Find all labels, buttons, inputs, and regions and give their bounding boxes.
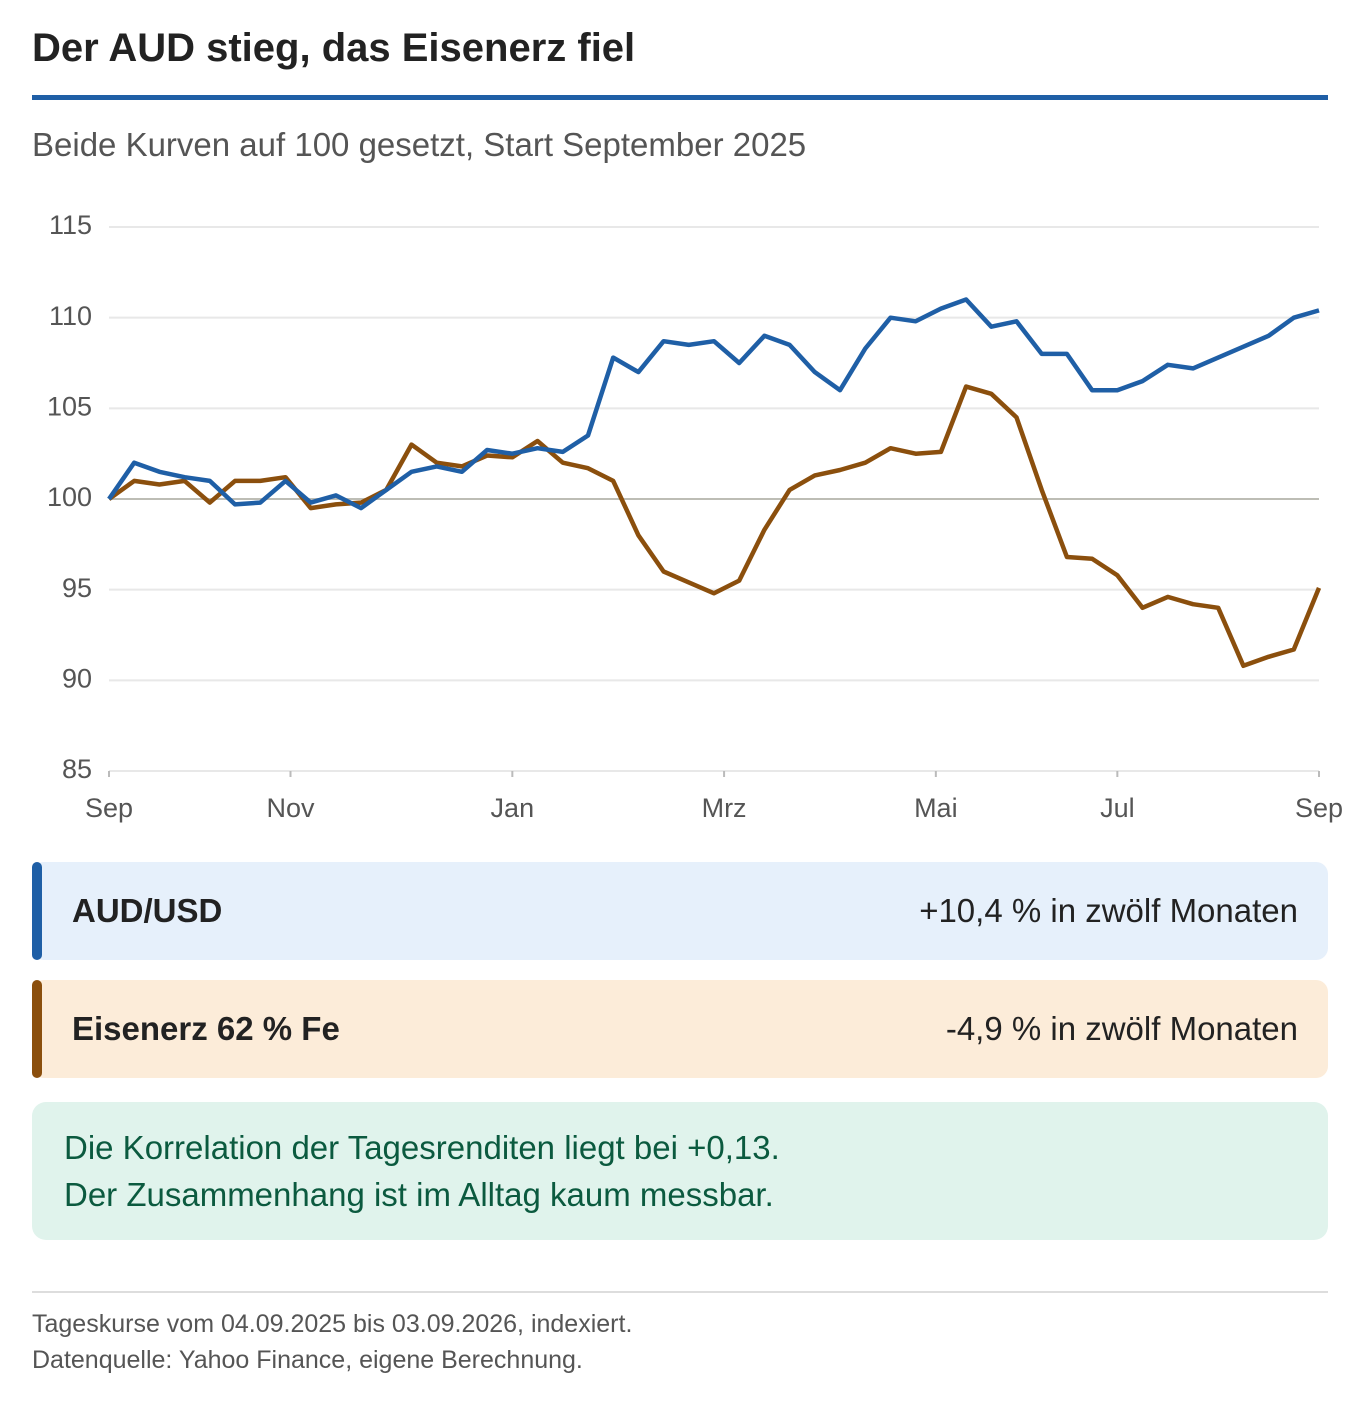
card-ore: Eisenerz 62 % Fe -4,9 % in zwölf Monaten: [32, 980, 1328, 1078]
x-tick-label: Nov: [266, 793, 315, 823]
title-rule: [32, 95, 1328, 100]
card-text: +10,4 % in zwölf Monaten: [919, 892, 1298, 929]
subtitle: Beide Kurven auf 100 gesetzt, Start Sept…: [32, 126, 807, 163]
footer-line: Datenquelle: Yahoo Finance, eigene Berec…: [32, 1346, 583, 1374]
x-tick-label: Sep: [1295, 793, 1343, 823]
note-line: Die Korrelation der Tagesrenditen liegt …: [64, 1129, 780, 1166]
card-label: AUD/USD: [72, 892, 223, 929]
x-tick-label: Sep: [85, 793, 133, 823]
footer-rule: [32, 1291, 1328, 1293]
card-text: -4,9 % in zwölf Monaten: [945, 1010, 1298, 1047]
y-tick-label: 90: [62, 663, 92, 693]
x-tick-label: Mrz: [702, 793, 747, 823]
y-tick-label: 115: [49, 210, 92, 240]
y-tick-label: 100: [47, 482, 92, 512]
note: Die Korrelation der Tagesrenditen liegt …: [32, 1102, 1328, 1240]
series-line: [107, 297, 1320, 511]
y-tick-label: 95: [62, 573, 92, 603]
y-tick-label: 85: [62, 754, 92, 784]
y-tick-label: 105: [47, 391, 92, 421]
title: Der AUD stieg, das Eisenerz fiel: [32, 26, 636, 70]
x-tick-label: Jan: [491, 793, 535, 823]
series-line: [107, 384, 1322, 669]
x-tick-label: Jul: [1100, 793, 1135, 823]
footer: Tageskurse vom 04.09.2025 bis 03.09.2026…: [32, 1306, 632, 1378]
x-tick-label: Mai: [914, 793, 958, 823]
card-aud: AUD/USD +10,4 % in zwölf Monaten: [32, 862, 1328, 960]
card-label: Eisenerz 62 % Fe: [72, 1010, 340, 1047]
y-tick-label: 110: [49, 301, 92, 331]
chart: 85 90 95 100 105 110 115 Sep Nov Jan Mrz Mai Jul Sep: [47, 210, 1343, 823]
footer-line: Tageskurse vom 04.09.2025 bis 03.09.2026…: [32, 1310, 633, 1338]
note-line: Der Zusammenhang ist im Alltag kaum mess…: [64, 1176, 774, 1213]
